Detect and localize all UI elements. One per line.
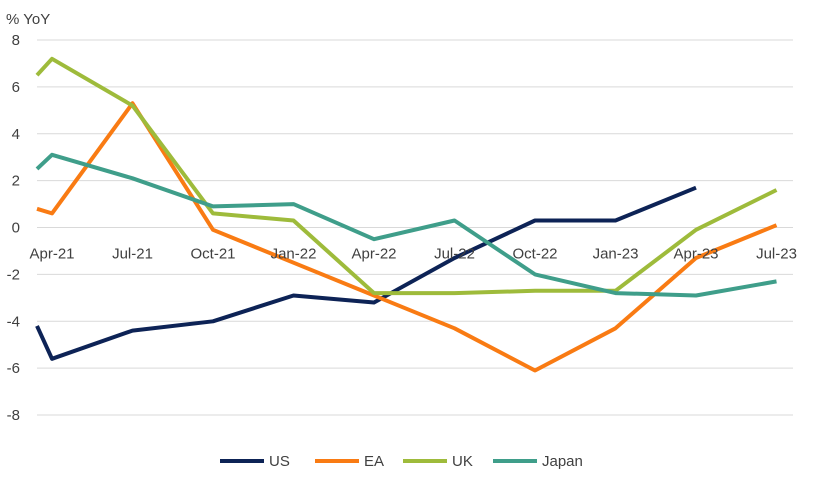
series-line-ea — [36, 101, 778, 373]
x-tick-label-5: Jul-22 — [434, 246, 475, 263]
series-line-japan — [35, 152, 777, 298]
x-tick-label-4: Apr-22 — [351, 246, 396, 263]
y-tick-label-6: -4 — [7, 313, 20, 330]
y-tick-label-5: -2 — [7, 266, 20, 283]
x-tick-label-8: Apr-23 — [673, 246, 718, 263]
y-tick-label-1: 6 — [12, 79, 20, 96]
y-tick-label-0: 8 — [12, 32, 20, 49]
y-tick-label-3: 2 — [12, 173, 20, 190]
x-tick-label-1: Jul-21 — [112, 246, 153, 263]
y-tick-labels: 8 6 4 2 0 -2 -4 -6 -8 — [7, 32, 20, 424]
x-tick-label-0: Apr-21 — [29, 246, 74, 263]
x-tick-label-7: Jan-23 — [593, 246, 639, 263]
y-tick-label-4: 0 — [12, 220, 20, 237]
y-tick-label-7: -6 — [7, 360, 20, 377]
legend: US EA UK Japan — [220, 453, 583, 470]
x-tick-label-2: Oct-21 — [190, 246, 235, 263]
y-tick-label-2: 4 — [12, 126, 20, 143]
y-axis-label: % YoY — [6, 11, 50, 28]
legend-label-ea: EA — [364, 453, 384, 470]
gridlines — [37, 39, 793, 416]
y-tick-label-8: -8 — [7, 407, 20, 424]
legend-label-us: US — [269, 453, 290, 470]
x-tick-label-9: Jul-23 — [756, 246, 797, 263]
series-line-us — [35, 185, 697, 361]
series-lines — [35, 56, 778, 373]
x-tick-label-3: Jan-22 — [271, 246, 317, 263]
series-line-uk — [35, 56, 778, 296]
x-tick-label-6: Oct-22 — [512, 246, 557, 263]
x-tick-labels: Apr-21 Jul-21 Oct-21 Jan-22 Apr-22 Jul-22 Oct-… — [29, 246, 796, 263]
legend-label-uk: UK — [452, 453, 473, 470]
legend-label-japan: Japan — [542, 453, 583, 470]
